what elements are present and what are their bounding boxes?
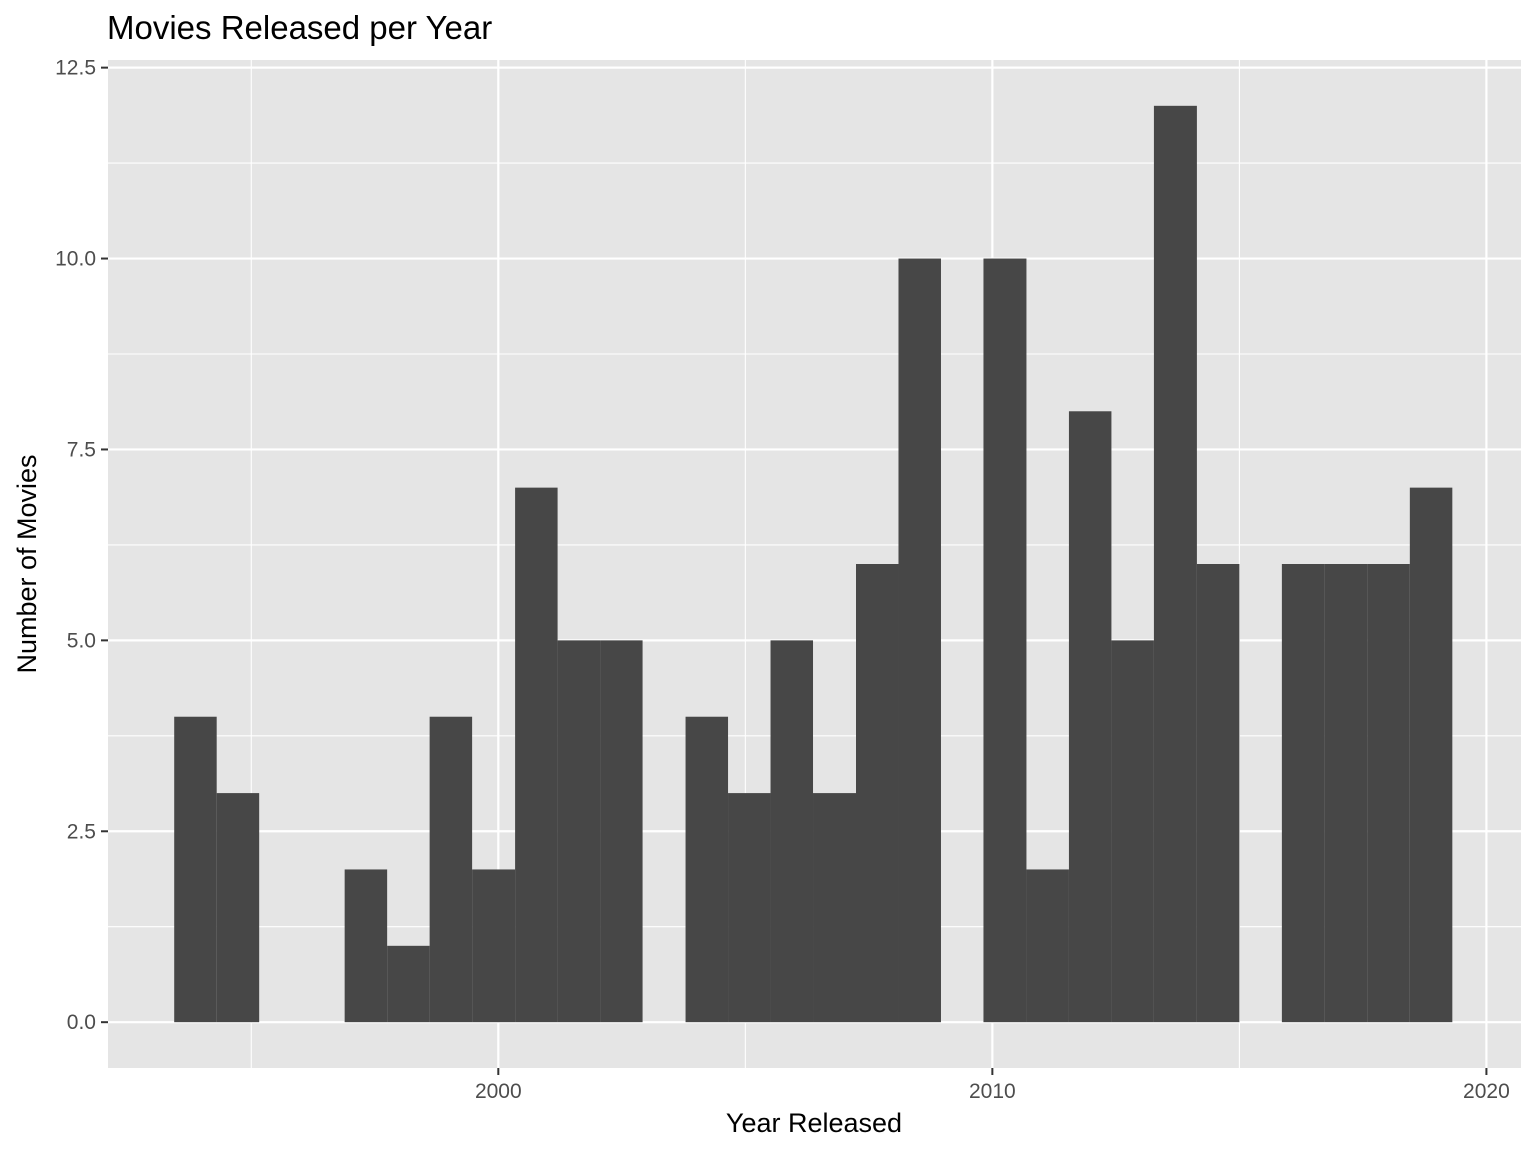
histogram-bar bbox=[898, 258, 941, 1023]
histogram-bar bbox=[1281, 564, 1325, 1023]
y-tick-label: 0.0 bbox=[67, 1011, 96, 1034]
x-tick-label: 2010 bbox=[969, 1080, 1016, 1103]
histogram-bar bbox=[1367, 564, 1410, 1023]
histogram-bar bbox=[515, 487, 558, 1023]
y-axis-title: Number of Movies bbox=[12, 454, 42, 673]
x-axis: 2000 2010 2020 bbox=[475, 1068, 1510, 1103]
y-tick-label: 7.5 bbox=[67, 438, 96, 461]
histogram-bar bbox=[813, 793, 857, 1023]
histogram-bar bbox=[344, 869, 388, 1023]
histogram-bar bbox=[557, 640, 601, 1023]
histogram-bar bbox=[174, 716, 217, 1023]
histogram-bar bbox=[472, 869, 516, 1023]
histogram-bar bbox=[1324, 564, 1368, 1023]
histogram-bar bbox=[1111, 640, 1154, 1023]
y-axis: 0.0 2.5 5.0 7.5 10.0 12.5 bbox=[55, 57, 108, 1034]
histogram-bar bbox=[1026, 869, 1069, 1023]
histogram-bar bbox=[728, 793, 771, 1023]
y-tick-label: 12.5 bbox=[55, 57, 96, 80]
histogram-bar bbox=[1068, 411, 1112, 1023]
histogram-bar bbox=[1196, 564, 1240, 1023]
y-tick-label: 5.0 bbox=[67, 629, 96, 652]
bars bbox=[174, 105, 1453, 1023]
histogram-bar bbox=[983, 258, 1027, 1023]
chart-title: Movies Released per Year bbox=[107, 9, 492, 46]
histogram-bar bbox=[387, 945, 430, 1023]
histogram-bar bbox=[429, 716, 473, 1023]
histogram-bar bbox=[600, 640, 643, 1023]
histogram-bar bbox=[770, 640, 814, 1023]
y-tick-label: 2.5 bbox=[67, 820, 96, 843]
y-tick-label: 10.0 bbox=[55, 248, 96, 271]
histogram-bar bbox=[1409, 487, 1453, 1023]
histogram-bar bbox=[685, 716, 729, 1023]
histogram-bar bbox=[1153, 105, 1197, 1023]
x-axis-title: Year Released bbox=[726, 1108, 902, 1138]
x-tick-label: 2000 bbox=[475, 1080, 522, 1103]
histogram-bar bbox=[856, 564, 899, 1023]
histogram-bar bbox=[216, 793, 260, 1023]
x-tick-label: 2020 bbox=[1463, 1080, 1510, 1103]
